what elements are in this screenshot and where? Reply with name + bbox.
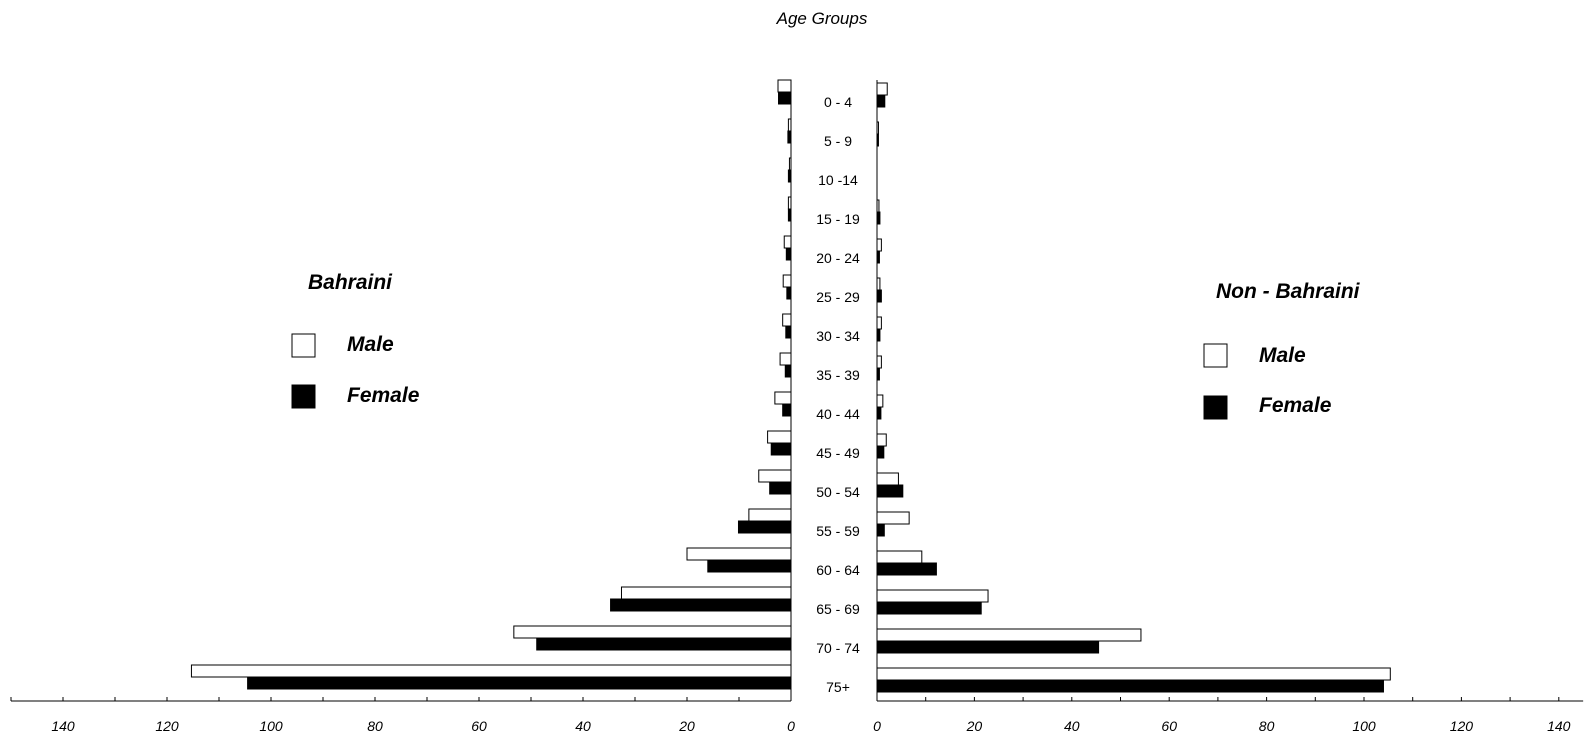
right-tick-label-40: 40 <box>1064 718 1080 734</box>
bar-bahraini-female-25-29 <box>786 286 792 300</box>
bar-bahraini-male-35-39 <box>779 352 792 366</box>
bar-non-bahraini-male-35-39 <box>876 355 882 369</box>
left-tick-label-120: 120 <box>155 718 179 734</box>
age-label-35-39: 35 - 39 <box>816 367 860 383</box>
bar-non-bahraini-male-70-74 <box>876 628 1142 642</box>
legend-swatch-male <box>1203 343 1228 368</box>
bar-bahraini-female-70-74 <box>536 637 792 651</box>
bar-bahraini-female-60-64 <box>707 559 792 573</box>
bar-non-bahraini-female-70-74 <box>876 640 1100 654</box>
legend-label-female: Female <box>1259 394 1332 417</box>
bar-bahraini-female-0-4 <box>778 91 792 105</box>
bar-bahraini-male-70-74 <box>513 625 792 639</box>
bar-non-bahraini-male-40-44 <box>876 394 884 408</box>
legend-label-male: Male <box>347 333 394 356</box>
bar-non-bahraini-female-45-49 <box>876 445 885 459</box>
bar-bahraini-female-40-44 <box>782 403 792 417</box>
right-tick-label-100: 100 <box>1352 718 1376 734</box>
bar-bahraini-male-45-49 <box>767 430 792 444</box>
legend-bahraini: Bahraini Male Female <box>291 271 420 409</box>
bar-non-bahraini-male-65-69 <box>876 589 989 603</box>
age-label-50-54: 50 - 54 <box>816 484 860 500</box>
right-tick-label-0: 0 <box>873 718 881 734</box>
age-label-20-24: 20 - 24 <box>816 250 860 266</box>
legend-label-male: Male <box>1259 344 1306 367</box>
chart-title: Age Groups <box>776 9 868 28</box>
non-bahraini-bars <box>876 82 1391 693</box>
bar-bahraini-male-30-34 <box>782 313 792 327</box>
bar-non-bahraini-male-20-24 <box>876 238 882 252</box>
age-label-15-19: 15 - 19 <box>816 211 860 227</box>
bar-bahraini-male-20-24 <box>783 235 792 249</box>
bar-bahraini-female-30-34 <box>785 325 792 339</box>
right-tick-label-60: 60 <box>1161 718 1177 734</box>
bar-bahraini-female-75 <box>247 676 792 690</box>
right-tick-label-20: 20 <box>966 718 983 734</box>
bar-non-bahraini-female-25-29 <box>876 289 882 303</box>
bar-non-bahraini-female-40-44 <box>876 406 882 420</box>
bar-bahraini-female-45-49 <box>770 442 792 456</box>
bar-bahraini-male-65-69 <box>620 586 792 600</box>
left-tick-label-20: 20 <box>678 718 695 734</box>
bar-bahraini-male-0-4 <box>777 79 792 93</box>
left-tick-label-140: 140 <box>51 718 75 734</box>
legend-title-bahraini: Bahraini <box>308 271 393 294</box>
bar-bahraini-male-40-44 <box>774 391 792 405</box>
age-group-labels: 0 - 4 5 - 9 10 -14 15 - 19 20 - 24 25 - 29 30 … <box>816 94 860 695</box>
bar-bahraini-male-25-29 <box>782 274 792 288</box>
age-label-65-69: 65 - 69 <box>816 601 860 617</box>
bar-non-bahraini-male-0-4 <box>876 82 888 96</box>
bar-non-bahraini-female-0-4 <box>876 94 886 108</box>
bar-non-bahraini-male-75 <box>876 667 1391 681</box>
age-label-55-59: 55 - 59 <box>816 523 860 539</box>
bar-bahraini-male-50-54 <box>758 469 792 483</box>
bar-bahraini-male-55-59 <box>748 508 792 522</box>
age-label-75: 75+ <box>826 679 850 695</box>
bar-bahraini-female-20-24 <box>785 247 792 261</box>
bar-non-bahraini-female-60-64 <box>876 562 937 576</box>
bar-non-bahraini-male-45-49 <box>876 433 887 447</box>
bar-bahraini-male-75 <box>190 664 792 678</box>
age-label-60-64: 60 - 64 <box>816 562 860 578</box>
bar-non-bahraini-female-65-69 <box>876 601 982 615</box>
legend-non-bahraini: Non - Bahraini Male Female <box>1203 280 1361 420</box>
right-tick-label-80: 80 <box>1259 718 1275 734</box>
right-tick-label-120: 120 <box>1450 718 1474 734</box>
bar-non-bahraini-male-55-59 <box>876 511 910 525</box>
bar-bahraini-female-65-69 <box>610 598 792 612</box>
age-label-10-14: 10 -14 <box>818 172 858 188</box>
tick-labels: 0 20 40 60 80 100 120 140 0 20 40 60 80 100 120 140 <box>51 718 1570 734</box>
legend-swatch-female <box>291 384 316 409</box>
age-label-25-29: 25 - 29 <box>816 289 860 305</box>
legend-label-female: Female <box>347 384 420 407</box>
bar-bahraini-female-55-59 <box>737 520 792 534</box>
age-label-70-74: 70 - 74 <box>816 640 860 656</box>
age-label-30-34: 30 - 34 <box>816 328 860 344</box>
left-tick-label-100: 100 <box>259 718 283 734</box>
axes <box>10 80 1584 702</box>
left-tick-label-0: 0 <box>787 718 795 734</box>
left-tick-label-80: 80 <box>367 718 383 734</box>
age-label-5-9: 5 - 9 <box>824 133 852 149</box>
age-label-0-4: 0 - 4 <box>824 94 852 110</box>
right-tick-label-140: 140 <box>1547 718 1571 734</box>
legend-swatch-female <box>1203 395 1228 420</box>
age-label-45-49: 45 - 49 <box>816 445 860 461</box>
bar-bahraini-female-50-54 <box>769 481 792 495</box>
legend-swatch-male <box>291 333 316 358</box>
left-tick-label-60: 60 <box>471 718 487 734</box>
bar-bahraini-female-35-39 <box>784 364 792 378</box>
bar-non-bahraini-female-50-54 <box>876 484 904 498</box>
bar-bahraini-male-60-64 <box>686 547 792 561</box>
bar-non-bahraini-female-55-59 <box>876 523 885 537</box>
bar-non-bahraini-male-60-64 <box>876 550 923 564</box>
bar-non-bahraini-female-75 <box>876 679 1384 693</box>
age-label-40-44: 40 - 44 <box>816 406 860 422</box>
legend-title-non-bahraini: Non - Bahraini <box>1216 280 1361 303</box>
bar-non-bahraini-male-30-34 <box>876 316 882 330</box>
left-tick-label-40: 40 <box>575 718 591 734</box>
bar-non-bahraini-male-50-54 <box>876 472 899 486</box>
bahraini-bars <box>190 79 792 690</box>
